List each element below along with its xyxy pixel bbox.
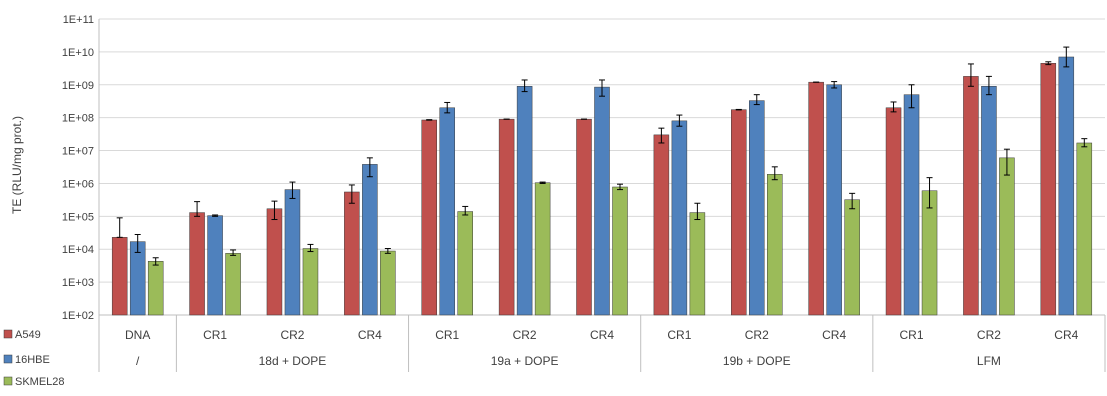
- bar-skmel28: [844, 199, 860, 316]
- bar-skmel28: [302, 248, 319, 316]
- bar-a549: [344, 191, 360, 316]
- bar-a549: [266, 208, 283, 316]
- legend-label: A549: [15, 329, 41, 341]
- bar-16hbe: [439, 107, 455, 316]
- bar-a549: [731, 109, 747, 316]
- bar-a549: [189, 212, 205, 316]
- bar-16hbe: [903, 94, 920, 316]
- y-tick-label: 1E+07: [62, 146, 94, 158]
- bar-skmel28: [612, 186, 628, 316]
- x-tick-label: CR1: [667, 328, 691, 342]
- y-tick-label: 1E+04: [62, 244, 94, 256]
- bar-skmel28: [225, 253, 241, 316]
- x-tick-label: CR1: [203, 328, 227, 342]
- bar-16hbe: [1058, 56, 1075, 316]
- x-tick-label: CR2: [977, 328, 1001, 342]
- group-label: /: [136, 354, 140, 368]
- bar-16hbe: [594, 86, 610, 316]
- bar-16hbe: [826, 84, 842, 316]
- legend-swatch: [3, 376, 13, 386]
- legend-swatch: [3, 329, 13, 339]
- y-tick-label: 1E+10: [62, 47, 94, 59]
- x-tick-label: CR4: [1054, 328, 1078, 342]
- bar-skmel28: [689, 212, 706, 316]
- bar-16hbe: [362, 164, 378, 316]
- y-tick-label: 1E+08: [62, 113, 94, 125]
- bar-skmel28: [1076, 142, 1093, 316]
- bar-skmel28: [534, 182, 551, 316]
- y-tick-label: 1E+09: [62, 80, 94, 92]
- bar-16hbe: [516, 86, 533, 316]
- legend-label: SKMEL28: [15, 376, 65, 388]
- bar-skmel28: [457, 211, 473, 316]
- x-tick-label: CR1: [435, 328, 459, 342]
- group-label: 18d + DOPE: [259, 354, 327, 368]
- bar-16hbe: [671, 120, 688, 316]
- bar-16hbe: [749, 100, 765, 316]
- x-tick-label: CR2: [745, 328, 769, 342]
- bar-16hbe: [981, 86, 997, 316]
- bar-a549: [576, 118, 592, 316]
- bar-a549: [421, 119, 437, 316]
- bar-skmel28: [999, 157, 1015, 316]
- bar-16hbe: [207, 215, 223, 316]
- y-tick-label: 1E+03: [62, 277, 94, 289]
- x-tick-label: CR4: [590, 328, 614, 342]
- bar-skmel28: [380, 250, 396, 316]
- bar-a549: [808, 81, 824, 316]
- y-tick-label: 1E+02: [62, 310, 94, 322]
- x-tick-label: CR2: [513, 328, 537, 342]
- x-tick-label: CR1: [900, 328, 924, 342]
- bar-a549: [498, 118, 515, 316]
- group-label: 19a + DOPE: [491, 354, 559, 368]
- x-tick-label: CR4: [358, 328, 382, 342]
- bar-a549: [1040, 63, 1057, 316]
- y-tick-label: 1E+06: [62, 178, 94, 190]
- y-tick-label: 1E+11: [63, 14, 94, 26]
- x-tick-label: CR4: [822, 328, 846, 342]
- y-tick-label: 1E+05: [62, 211, 94, 223]
- bar-skmel28: [147, 261, 164, 316]
- bar-a549: [885, 107, 902, 316]
- x-tick-label: DNA: [125, 328, 150, 342]
- group-label: LFM: [977, 354, 1001, 368]
- bar-a549: [963, 76, 979, 316]
- legend-label: 16HBE: [15, 354, 50, 366]
- bar-16hbe: [284, 189, 301, 316]
- bar-a549: [111, 237, 128, 316]
- bar-a549: [653, 134, 670, 316]
- bar-skmel28: [767, 174, 783, 316]
- bar-skmel28: [921, 190, 938, 316]
- y-axis-label: TE (RLU/mg prot.): [10, 116, 24, 214]
- x-tick-label: CR2: [280, 328, 304, 342]
- group-label: 19b + DOPE: [723, 354, 791, 368]
- legend-swatch: [3, 354, 13, 364]
